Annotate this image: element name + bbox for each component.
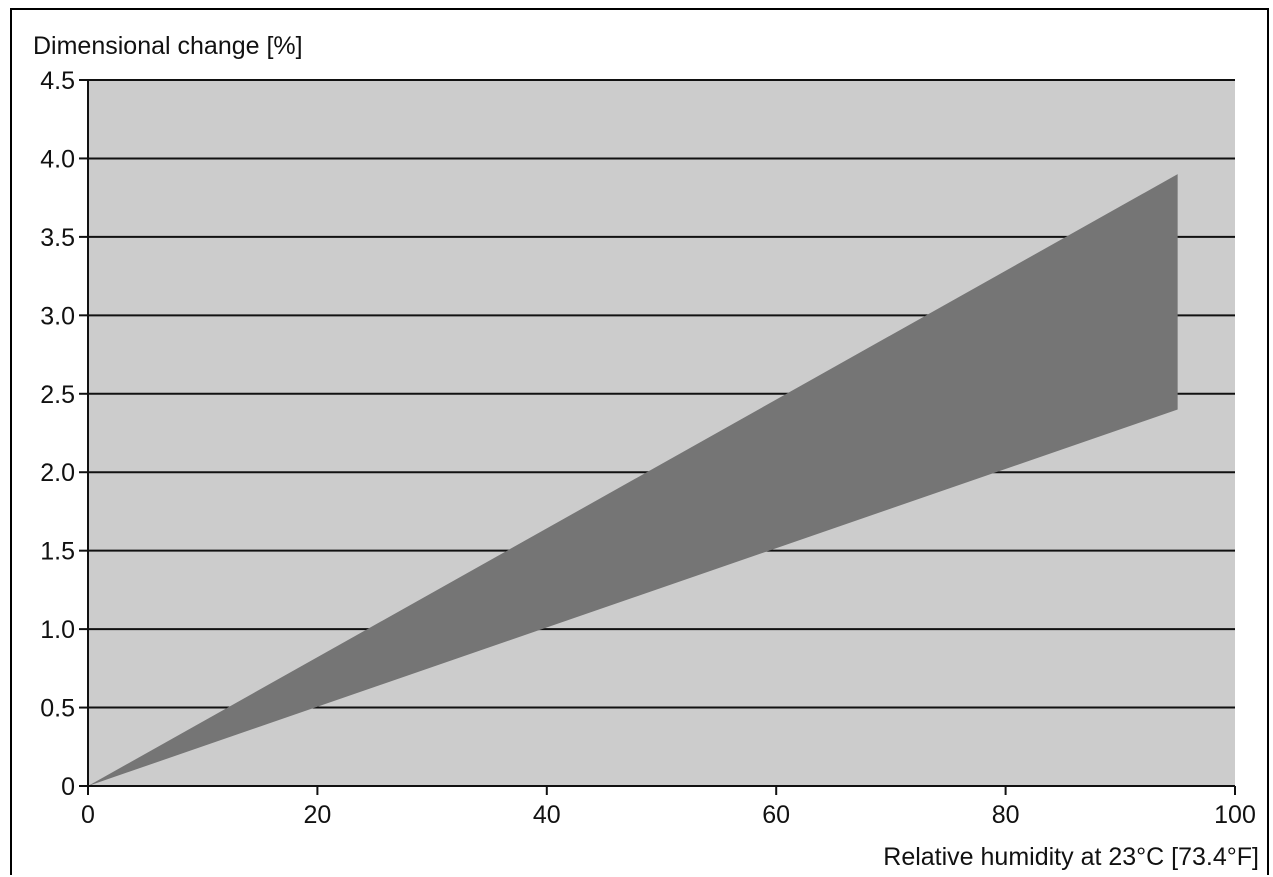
y-tick-label: 4.0: [40, 145, 75, 173]
x-axis-title: Relative humidity at 23°C [73.4°F]: [883, 843, 1259, 871]
y-tick-label: 1.5: [40, 538, 75, 566]
x-tick-label: 20: [303, 801, 331, 829]
y-axis-title: Dimensional change [%]: [33, 32, 303, 60]
y-tick-label: 1.0: [40, 616, 75, 644]
x-tick-label: 80: [992, 801, 1020, 829]
x-tick-labels: 0 20 40 60 80 100: [81, 786, 1256, 829]
x-tick-label: 100: [1214, 801, 1256, 829]
y-tick-labels: 0 0.5 1.0 1.5 2.0 2.5 3.0 3.5 4.0 4.5: [40, 67, 88, 801]
y-tick-label: 4.5: [40, 67, 75, 95]
x-tick-label: 40: [533, 801, 561, 829]
y-tick-label: 0: [61, 773, 75, 801]
y-tick-label: 0.5: [40, 695, 75, 723]
axes: [87, 80, 1235, 787]
y-tick-label: 3.0: [40, 302, 75, 330]
dimensional-change-band: [88, 174, 1178, 787]
x-tick-label: 60: [762, 801, 790, 829]
x-tick-label: 0: [81, 801, 95, 829]
y-tick-label: 2.0: [40, 459, 75, 487]
y-tick-label: 3.5: [40, 224, 75, 252]
y-tick-label: 2.5: [40, 381, 75, 409]
